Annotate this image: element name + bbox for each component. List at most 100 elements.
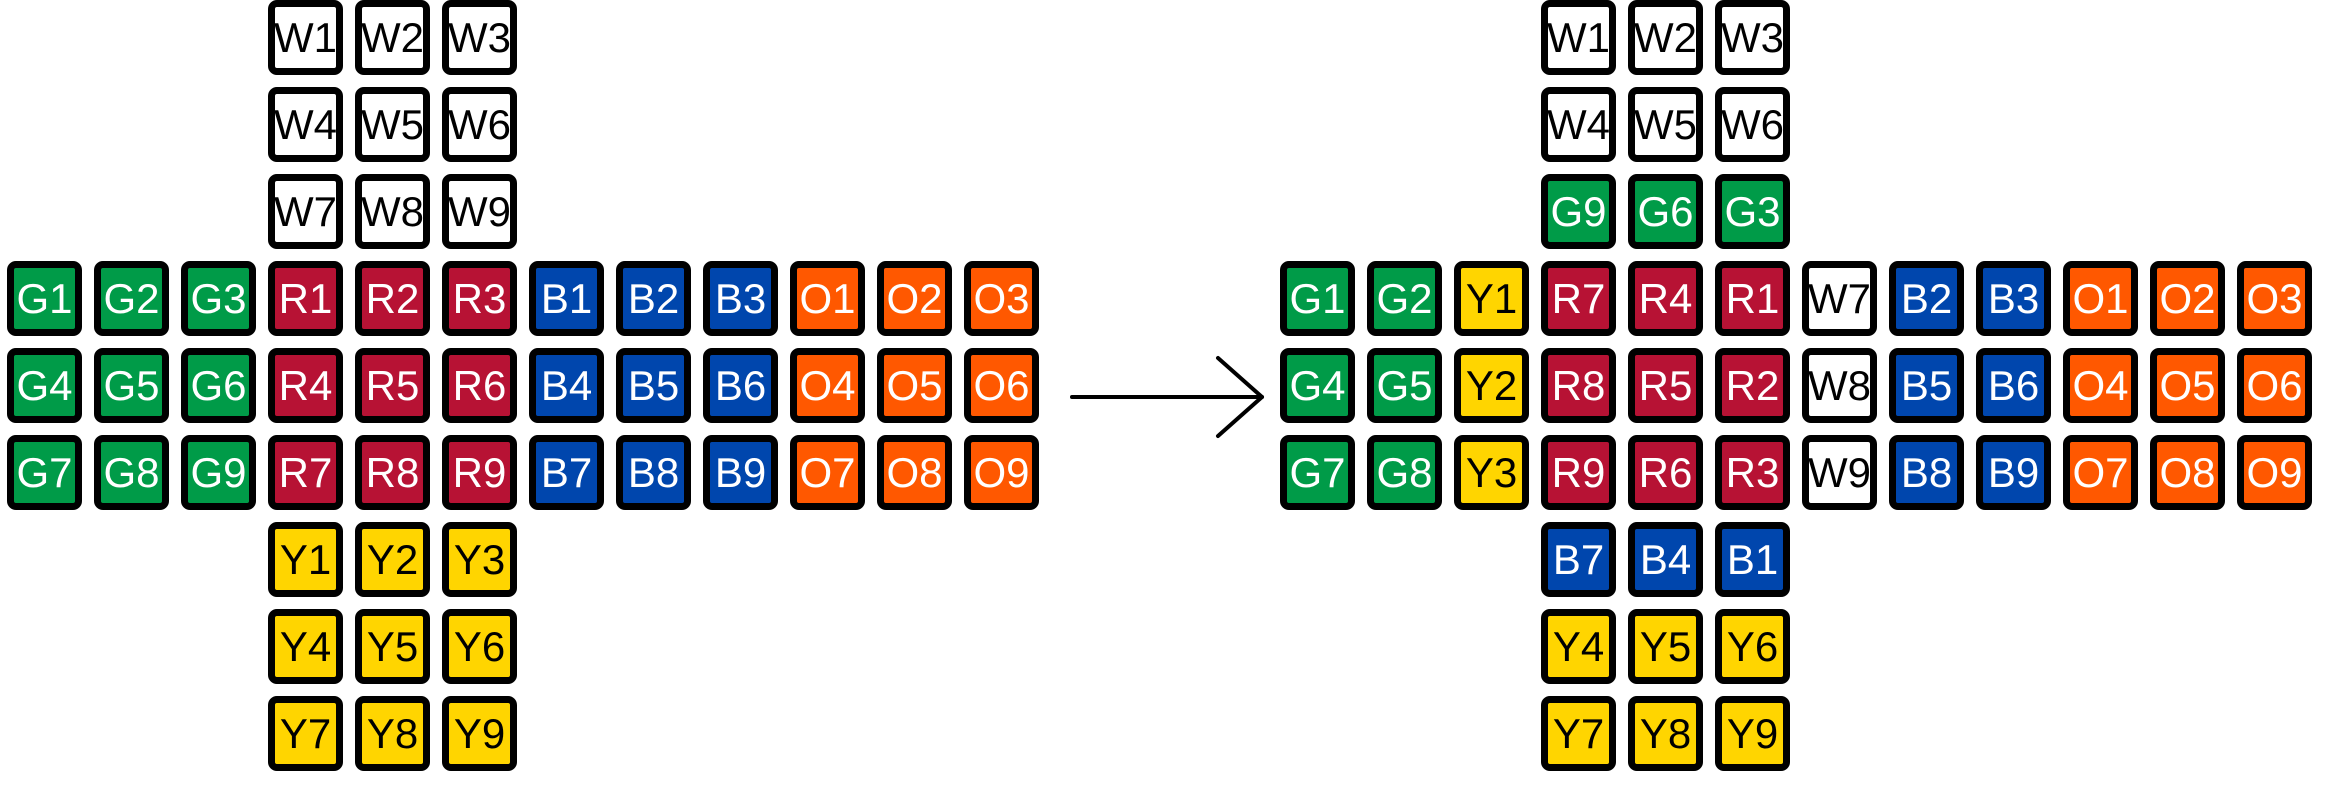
cube-net-after: W1 W2 W3 W4 W5 W6 G9 G6 G3 G1 G2 Y1 G4 G5 Y2 G7 G8 Y3 R7 R4…: [1273, 0, 2336, 794]
sticker-r9: R9: [1541, 435, 1616, 510]
sticker-r8: R8: [355, 435, 430, 510]
sticker-r3: R3: [442, 261, 517, 336]
sticker-b5: B5: [616, 348, 691, 423]
sticker-w8: W8: [1802, 348, 1877, 423]
sticker-o4: O4: [790, 348, 865, 423]
sticker-w5: W5: [1628, 87, 1703, 162]
sticker-w4: W4: [1541, 87, 1616, 162]
sticker-b6: B6: [703, 348, 778, 423]
sticker-w1: W1: [1541, 0, 1616, 75]
sticker-o4: O4: [2063, 348, 2138, 423]
sticker-g5: G5: [1367, 348, 1442, 423]
sticker-r5: R5: [1628, 348, 1703, 423]
sticker-y4: Y4: [268, 609, 343, 684]
sticker-w9: W9: [442, 174, 517, 249]
sticker-o3: O3: [2237, 261, 2312, 336]
sticker-b1: B1: [529, 261, 604, 336]
sticker-y1: Y1: [268, 522, 343, 597]
sticker-o9: O9: [964, 435, 1039, 510]
sticker-g2: G2: [1367, 261, 1442, 336]
sticker-b3: B3: [703, 261, 778, 336]
sticker-w1: W1: [268, 0, 343, 75]
sticker-b5: B5: [1889, 348, 1964, 423]
sticker-o9: O9: [2237, 435, 2312, 510]
sticker-r8: R8: [1541, 348, 1616, 423]
sticker-b2: B2: [616, 261, 691, 336]
sticker-g4: G4: [7, 348, 82, 423]
sticker-g2: G2: [94, 261, 169, 336]
sticker-o6: O6: [964, 348, 1039, 423]
sticker-g3: G3: [181, 261, 256, 336]
sticker-g5: G5: [94, 348, 169, 423]
sticker-g6: G6: [181, 348, 256, 423]
sticker-b7: B7: [1541, 522, 1616, 597]
sticker-b7: B7: [529, 435, 604, 510]
sticker-b2: B2: [1889, 261, 1964, 336]
sticker-o8: O8: [2150, 435, 2225, 510]
sticker-w3: W3: [442, 0, 517, 75]
sticker-b3: B3: [1976, 261, 2051, 336]
sticker-g1: G1: [7, 261, 82, 336]
sticker-y3: Y3: [442, 522, 517, 597]
sticker-o5: O5: [877, 348, 952, 423]
sticker-w7: W7: [268, 174, 343, 249]
sticker-y3: Y3: [1454, 435, 1529, 510]
sticker-r6: R6: [1628, 435, 1703, 510]
sticker-r2: R2: [1715, 348, 1790, 423]
sticker-y7: Y7: [268, 696, 343, 771]
sticker-b9: B9: [1976, 435, 2051, 510]
sticker-w9: W9: [1802, 435, 1877, 510]
sticker-y6: Y6: [1715, 609, 1790, 684]
sticker-r4: R4: [1628, 261, 1703, 336]
sticker-w4: W4: [268, 87, 343, 162]
sticker-r1: R1: [268, 261, 343, 336]
sticker-y4: Y4: [1541, 609, 1616, 684]
sticker-w6: W6: [442, 87, 517, 162]
sticker-w2: W2: [1628, 0, 1703, 75]
sticker-g8: G8: [1367, 435, 1442, 510]
sticker-y5: Y5: [1628, 609, 1703, 684]
sticker-o6: O6: [2237, 348, 2312, 423]
sticker-y9: Y9: [442, 696, 517, 771]
cube-net-before: W1 W2 W3 W4 W5 W6 W7 W8 W9 G1 G2 G3 G4 G5 G6 G7 G8 G9 R1 R2…: [7, 0, 1039, 771]
sticker-o5: O5: [2150, 348, 2225, 423]
sticker-w5: W5: [355, 87, 430, 162]
sticker-y2: Y2: [1454, 348, 1529, 423]
sticker-g9: G9: [181, 435, 256, 510]
sticker-b4: B4: [529, 348, 604, 423]
sticker-y6: Y6: [442, 609, 517, 684]
sticker-g4: G4: [1280, 348, 1355, 423]
sticker-o7: O7: [790, 435, 865, 510]
sticker-y2: Y2: [355, 522, 430, 597]
sticker-r5: R5: [355, 348, 430, 423]
sticker-w2: W2: [355, 0, 430, 75]
sticker-w3: W3: [1715, 0, 1790, 75]
sticker-b4: B4: [1628, 522, 1703, 597]
sticker-g3: G3: [1715, 174, 1790, 249]
sticker-r2: R2: [355, 261, 430, 336]
sticker-g6: G6: [1628, 174, 1703, 249]
sticker-g9: G9: [1541, 174, 1616, 249]
sticker-b1: B1: [1715, 522, 1790, 597]
sticker-b8: B8: [616, 435, 691, 510]
sticker-y8: Y8: [355, 696, 430, 771]
sticker-r7: R7: [1541, 261, 1616, 336]
sticker-r6: R6: [442, 348, 517, 423]
sticker-r3: R3: [1715, 435, 1790, 510]
sticker-y5: Y5: [355, 609, 430, 684]
sticker-r1: R1: [1715, 261, 1790, 336]
sticker-g8: G8: [94, 435, 169, 510]
sticker-y1: Y1: [1454, 261, 1529, 336]
sticker-g7: G7: [7, 435, 82, 510]
sticker-r7: R7: [268, 435, 343, 510]
sticker-b9: B9: [703, 435, 778, 510]
sticker-o8: O8: [877, 435, 952, 510]
sticker-g1: G1: [1280, 261, 1355, 336]
sticker-y8: Y8: [1628, 696, 1703, 771]
sticker-o7: O7: [2063, 435, 2138, 510]
sticker-o1: O1: [2063, 261, 2138, 336]
sticker-r4: R4: [268, 348, 343, 423]
sticker-y7: Y7: [1541, 696, 1616, 771]
sticker-o2: O2: [2150, 261, 2225, 336]
sticker-o1: O1: [790, 261, 865, 336]
